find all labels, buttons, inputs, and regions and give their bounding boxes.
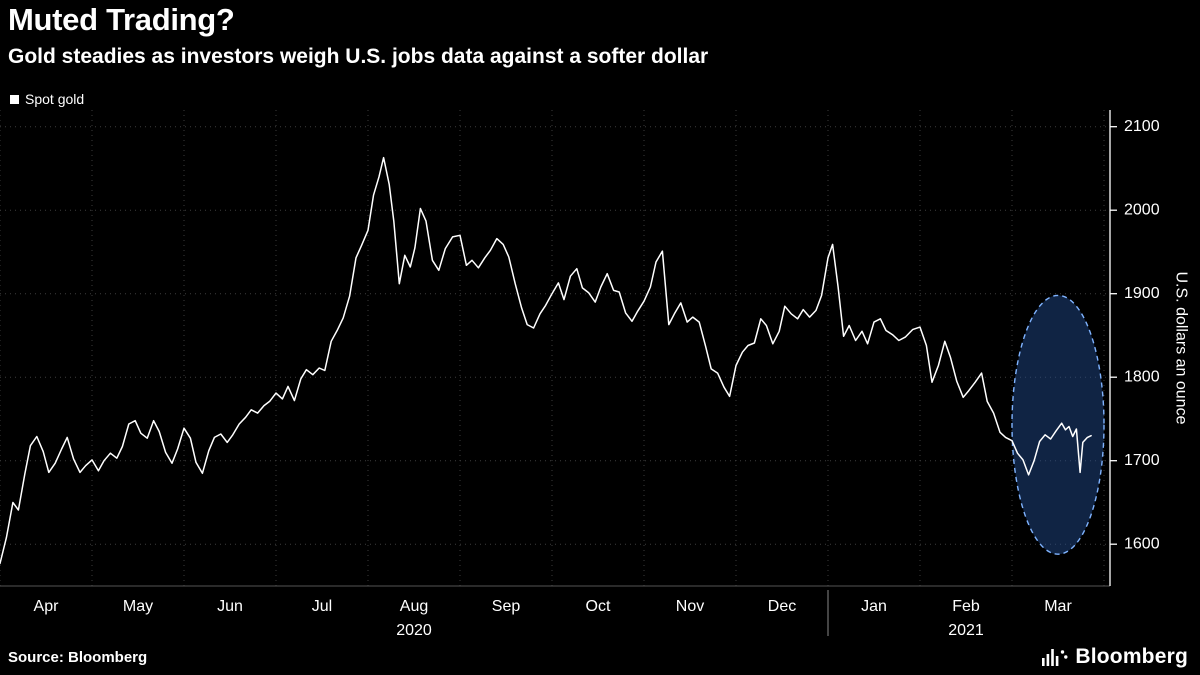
x-axis-year-label: 2020 [396, 622, 432, 639]
x-axis-month-label: Apr [34, 598, 60, 615]
price-line [0, 156, 1092, 565]
y-axis-tick-label: 1800 [1124, 369, 1160, 386]
y-axis-tick-label: 1600 [1124, 536, 1160, 553]
x-axis-month-label: May [123, 598, 153, 615]
chart-footer: Source: Bloomberg Bloomberg [8, 645, 1188, 669]
legend-label: Spot gold [25, 91, 85, 107]
x-axis-month-label: Jul [312, 598, 332, 615]
y-axis-title: U.S. dollars an ounce [1173, 272, 1190, 425]
y-axis-tick-label: 1900 [1124, 285, 1160, 302]
x-axis-month-label: Mar [1044, 598, 1072, 615]
x-axis-month-label: Dec [768, 598, 796, 615]
x-axis-month-label: Feb [952, 598, 980, 615]
page-subtitle: Gold steadies as investors weigh U.S. jo… [8, 44, 709, 68]
y-axis-tick-label: 1700 [1124, 452, 1160, 469]
price-chart-svg: 1600 1700 1800 1900 2000 2100 U.S. dollars an … [0, 110, 1190, 639]
bloomberg-logo-icon [1042, 649, 1068, 666]
x-axis-month-label: Jun [217, 598, 243, 615]
x-axis-month-label: Sep [492, 598, 521, 615]
x-axis-year-label: 2021 [948, 622, 984, 639]
highlight-ellipse [1011, 294, 1105, 555]
x-axis-month-label: Aug [400, 598, 428, 615]
y-axis-tick-label: 2100 [1124, 118, 1160, 135]
x-axis-month-label: Oct [586, 598, 611, 615]
y-axis-tick-label: 2000 [1124, 202, 1160, 219]
chart-header: Muted Trading? Gold steadies as investor… [8, 2, 1192, 69]
chart-area: 1600 1700 1800 1900 2000 2100 U.S. dollars an … [0, 104, 1200, 644]
bloomberg-wordmark: Bloomberg [1075, 645, 1188, 668]
chart-legend: Spot gold [10, 91, 84, 107]
bloomberg-logo: Bloomberg [1042, 645, 1188, 669]
x-axis-month-label: Nov [676, 598, 704, 615]
source-attribution: Source: Bloomberg [8, 648, 148, 666]
page-title: Muted Trading? [8, 2, 235, 37]
legend-marker-icon [10, 94, 19, 104]
x-axis-month-label: Jan [861, 598, 887, 615]
